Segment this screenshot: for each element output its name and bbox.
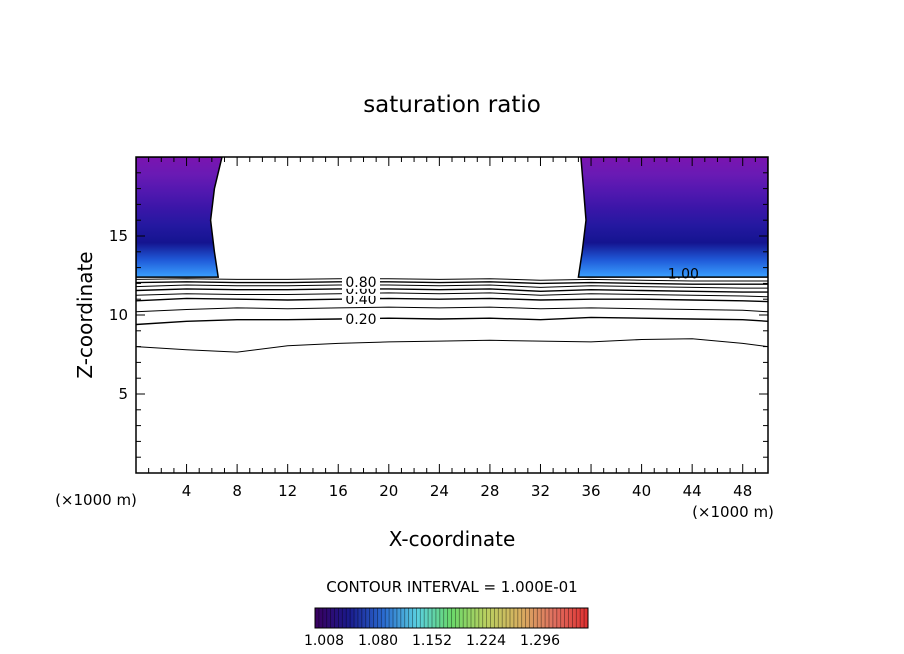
x-tick-label: 4 [182,482,192,500]
contour-label-bg [341,274,380,289]
y-tick-label: 10 [109,306,128,324]
colorbar-tick-label: 1.080 [358,633,398,649]
contour-line-0.9 [136,278,768,282]
x-tick-label: 44 [683,482,702,500]
contour-label-0.80: 0.80 [345,275,376,291]
region-boundary-label: 1.00 [668,267,699,283]
contour-line-0.1 [136,338,768,353]
contour-line-0.7 [136,284,768,289]
x-tick-label: 12 [278,482,297,500]
colorbar-tick-label: 1.152 [412,633,452,649]
colorbar-labels: 1.008 1.080 1.152 1.224 1.296 [304,633,560,649]
contour-label-0.20: 0.20 [345,312,376,328]
colorbar-tick-label: 1.008 [304,633,344,649]
contour-labels-layer: 1.000.200.400.600.80 [341,267,699,328]
colorbar: 1.008 1.080 1.152 1.224 1.296 [304,607,589,649]
contour-line-0.4 [136,297,768,303]
colorbar-tick-label: 1.296 [520,633,560,649]
contour-line-0.2 [136,316,768,326]
x-tick-label: 36 [581,482,600,500]
colorbar-tick-label: 1.224 [466,633,506,649]
y-tick-label: 5 [118,385,128,403]
supersaturated-region-1 [136,157,223,278]
x-tick-label: 24 [430,482,449,500]
y-axis-label: Z-coordinate [73,251,97,378]
x-axis-label: X-coordinate [389,527,516,551]
x-tick-label: 16 [329,482,348,500]
contour-line-0.3 [136,306,768,313]
x-unit-left: (×1000 m) [55,491,137,509]
x-tick-label: 32 [531,482,550,500]
colorbar-stripes [318,608,585,628]
colorbar-bar [314,607,589,629]
contour-line-0.5 [136,292,768,298]
x-axis-ticks: 4 8 12 16 20 24 28 32 36 40 44 48 [148,157,756,500]
x-tick-label: 20 [379,482,398,500]
chart-title: saturation ratio [363,92,541,118]
x-tick-label: 28 [480,482,499,500]
contour-label-0.40: 0.40 [345,292,376,308]
contour-lines-layer [136,278,768,353]
y-axis-ticks: 5 10 15 [109,172,768,458]
supersaturated-region-2 [577,157,768,278]
contour-line-0.8 [136,281,768,285]
supersaturation-fill-layer [136,157,768,278]
x-tick-label: 40 [632,482,651,500]
x-tick-label: 48 [733,482,752,500]
contour-label-bg [341,311,380,326]
x-tick-label: 8 [232,482,242,500]
contour-line-0.6 [136,288,768,293]
contour-interval-text: CONTOUR INTERVAL = 1.000E-01 [326,578,577,596]
y-tick-label: 15 [109,227,128,245]
x-unit-right: (×1000 m) [692,503,774,521]
